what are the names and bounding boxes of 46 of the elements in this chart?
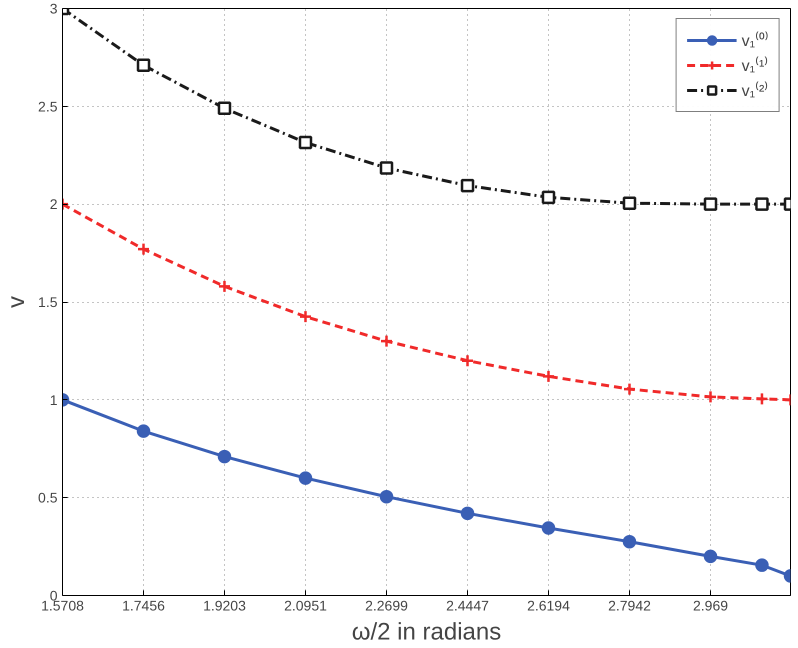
y-tick-label: 1.5 bbox=[38, 294, 58, 310]
x-tick-label: 2.4447 bbox=[446, 598, 490, 614]
x-tick-label: 2.0951 bbox=[284, 598, 328, 614]
point bbox=[460, 178, 474, 192]
point bbox=[622, 382, 636, 396]
point bbox=[622, 196, 636, 210]
point bbox=[704, 390, 718, 404]
point bbox=[704, 550, 718, 564]
point bbox=[542, 370, 556, 384]
point bbox=[542, 190, 556, 204]
point bbox=[755, 392, 769, 406]
y-tick-label: 3 bbox=[50, 0, 58, 16]
x-tick-label: 1.7456 bbox=[122, 598, 166, 614]
y-axis-title: v bbox=[3, 296, 30, 308]
legend-label: v₁⁽⁰⁾ bbox=[742, 30, 769, 51]
point bbox=[218, 102, 232, 116]
y-tick-label: 0.5 bbox=[38, 490, 58, 506]
x-tick-label: 2.2699 bbox=[365, 598, 408, 614]
point bbox=[136, 424, 150, 438]
point bbox=[298, 136, 312, 150]
point bbox=[298, 310, 312, 324]
point bbox=[298, 471, 312, 485]
point bbox=[380, 334, 394, 348]
point bbox=[755, 558, 769, 572]
y-tick-label: 1 bbox=[50, 392, 58, 408]
y-tick-label: 2.5 bbox=[38, 98, 58, 114]
x-axis-title: ω/2 in radians bbox=[352, 618, 502, 646]
x-tick-label: 2.7942 bbox=[608, 598, 652, 614]
point bbox=[704, 197, 718, 211]
x-tick-label: 2.969 bbox=[692, 598, 728, 614]
point bbox=[380, 161, 394, 175]
y-tick-label: 2 bbox=[50, 196, 58, 212]
point bbox=[136, 58, 150, 72]
x-tick-label: 2.6194 bbox=[527, 598, 570, 614]
point bbox=[542, 521, 556, 535]
x-tick-label: 1.9203 bbox=[203, 598, 246, 614]
legend-label: v₁⁽¹⁾ bbox=[742, 56, 768, 76]
point bbox=[218, 450, 232, 464]
point bbox=[380, 490, 394, 504]
point bbox=[218, 280, 232, 294]
point bbox=[136, 242, 150, 256]
point bbox=[460, 506, 474, 520]
point bbox=[460, 354, 474, 368]
point bbox=[622, 534, 636, 548]
legend-label: v₁⁽²⁾ bbox=[742, 80, 768, 101]
point bbox=[755, 197, 769, 211]
